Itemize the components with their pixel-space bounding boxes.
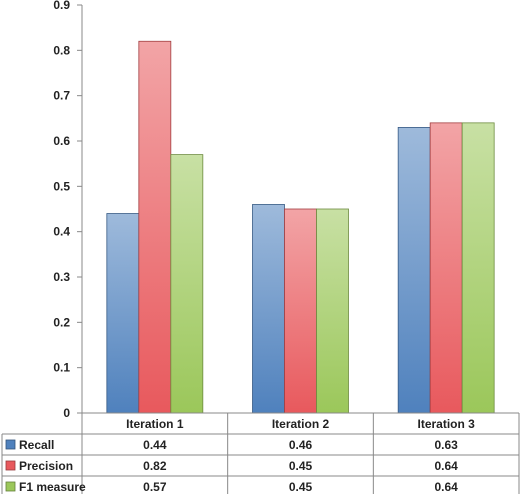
data-label: 0.44 [143,438,167,452]
data-label: 0.45 [289,459,313,473]
bar-precision-2 [284,208,317,414]
y-tick-label: 0 [63,406,70,420]
bar-f1-measure-2 [316,208,349,414]
data-label: 0.46 [289,438,313,452]
data-table: Iteration 1 Iteration 2 Iteration 3 Recall 0… [1,412,520,494]
bar-f1-measure-3 [461,122,495,414]
y-tick-label: 0.8 [53,43,70,57]
bar-precision-1 [138,40,172,414]
y-tick-label: 0.1 [53,361,70,375]
y-tick-label: 0.6 [53,134,70,148]
legend-label: Precision [19,459,73,473]
data-label: 0.63 [434,438,458,452]
y-tick-label: 0.3 [53,270,70,284]
data-label: 0.64 [434,480,458,494]
category-label: Iteration 1 [126,417,184,431]
legend-swatch [5,439,16,450]
legend-swatch [5,460,16,471]
data-label: 0.64 [434,459,458,473]
bars-group [106,40,495,414]
bar-precision-3 [429,122,463,414]
category-label: Iteration 3 [417,417,475,431]
y-tick-label: 0.7 [53,89,70,103]
legend-swatch [5,481,16,492]
y-tick-label: 0.2 [53,315,70,329]
y-tick-label: 0.9 [53,0,70,12]
axes-group: 0 0.1 0.2 0.3 0.4 0.5 0.6 0.7 0.8 0.9 [53,0,83,420]
y-tick-label: 0.5 [53,179,70,193]
data-label: 0.57 [143,480,167,494]
data-label: 0.45 [289,480,313,494]
bar-f1-measure-1 [170,154,204,414]
legend-label: Recall [19,438,54,452]
legend-label: F1 measure [19,480,86,494]
bar-recall-1 [106,213,140,414]
y-tick-label: 0.4 [53,225,70,239]
category-label: Iteration 2 [272,417,330,431]
bar-recall-3 [397,127,431,414]
data-label: 0.82 [143,459,167,473]
bar-recall-2 [252,204,285,414]
